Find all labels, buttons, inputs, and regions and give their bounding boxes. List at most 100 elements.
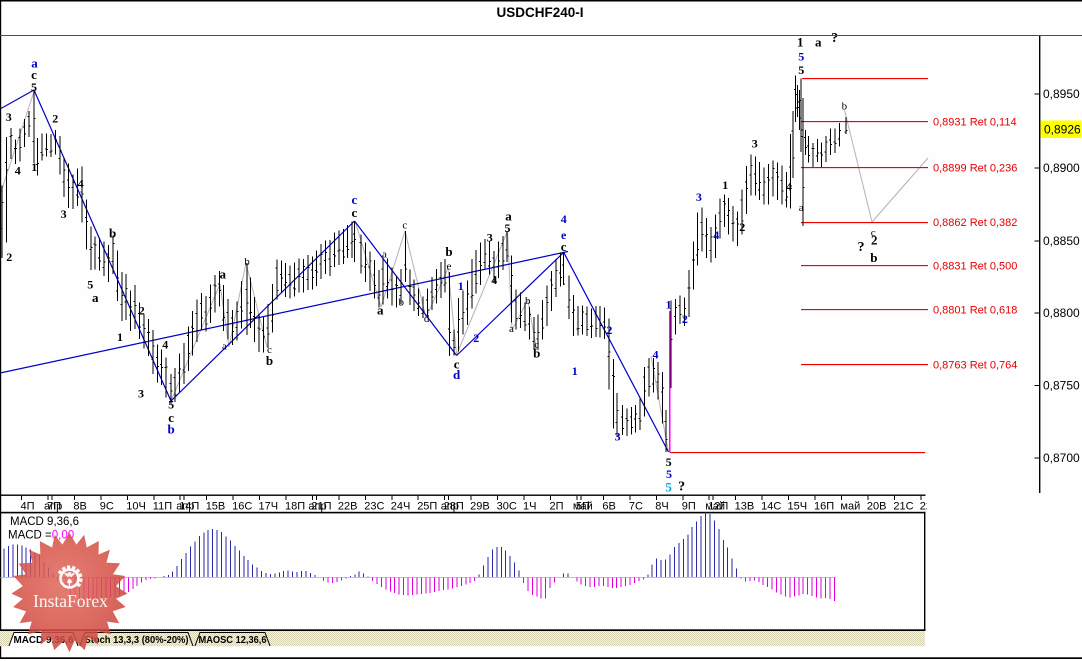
svg-text:c: c	[402, 220, 407, 232]
svg-text:1: 1	[722, 178, 728, 192]
svg-text:28П: 28П	[444, 501, 464, 513]
svg-text:30С: 30С	[497, 501, 517, 513]
svg-text:0,8931 Ret 0,114: 0,8931 Ret 0,114	[933, 117, 1017, 129]
svg-text:1: 1	[117, 330, 123, 344]
svg-text:Stoch 13,3,3 (80%-20%): Stoch 13,3,3 (80%-20%)	[85, 635, 189, 646]
svg-text:4: 4	[491, 273, 497, 287]
svg-text:4: 4	[162, 337, 168, 351]
svg-text:c: c	[31, 67, 37, 82]
svg-text:23С: 23С	[364, 501, 384, 513]
svg-text:7П: 7П	[47, 501, 61, 513]
svg-text:1: 1	[458, 279, 464, 293]
svg-text:0,8800: 0,8800	[1043, 306, 1080, 320]
svg-text:a: a	[222, 341, 227, 353]
svg-text:3: 3	[487, 230, 493, 244]
svg-text:b: b	[167, 422, 174, 437]
svg-text:a: a	[799, 202, 804, 214]
svg-text:25П: 25П	[417, 501, 437, 513]
svg-text:21С: 21С	[893, 501, 913, 513]
svg-text:2: 2	[682, 312, 688, 326]
svg-text:5: 5	[665, 480, 672, 495]
svg-text:9П: 9П	[682, 501, 696, 513]
svg-text:2: 2	[606, 323, 612, 337]
svg-text:2П: 2П	[550, 501, 564, 513]
svg-text:14С: 14С	[761, 501, 781, 513]
svg-text:MAOSC 12,36,6: MAOSC 12,36,6	[199, 635, 267, 646]
svg-text:апр: апр	[308, 501, 326, 513]
svg-text:1: 1	[572, 364, 578, 378]
svg-text:b: b	[445, 244, 452, 259]
svg-text:8В: 8В	[73, 501, 86, 513]
svg-text:16П: 16П	[814, 501, 834, 513]
svg-text:4: 4	[561, 212, 567, 226]
svg-text:12П: 12П	[708, 501, 728, 513]
svg-text:16С: 16С	[232, 501, 252, 513]
svg-text:c: c	[267, 344, 272, 356]
svg-text:22В: 22В	[338, 501, 358, 513]
svg-text:2: 2	[52, 112, 58, 126]
svg-text:1Ч: 1Ч	[523, 501, 536, 513]
svg-text:0,8850: 0,8850	[1043, 234, 1080, 248]
svg-text:2: 2	[139, 304, 145, 318]
svg-text:3: 3	[752, 136, 758, 150]
svg-text:e: e	[447, 261, 452, 273]
svg-text:9С: 9С	[100, 501, 114, 513]
svg-text:май: май	[840, 501, 860, 513]
svg-text:a: a	[382, 249, 387, 261]
svg-text:5: 5	[31, 80, 37, 94]
svg-text:?: ?	[678, 480, 685, 495]
svg-text:4: 4	[78, 176, 84, 190]
svg-text:5П: 5П	[576, 501, 590, 513]
svg-text:3: 3	[6, 110, 12, 124]
svg-text:MACD 9,36,6: MACD 9,36,6	[10, 516, 79, 528]
svg-text:2: 2	[6, 250, 12, 264]
svg-text:0,8831 Ret 0,500: 0,8831 Ret 0,500	[933, 261, 1017, 273]
svg-text:4П: 4П	[21, 501, 35, 513]
svg-text:a: a	[505, 209, 512, 224]
svg-text:1: 1	[666, 298, 672, 312]
svg-text:18П: 18П	[285, 501, 305, 513]
svg-text:май: май	[573, 501, 593, 513]
svg-text:4: 4	[653, 348, 659, 362]
svg-text:0,8926: 0,8926	[1044, 123, 1081, 137]
svg-text:c: c	[561, 239, 567, 254]
svg-text:22Ч: 22Ч	[920, 501, 940, 513]
svg-text:b: b	[525, 295, 531, 307]
svg-text:10Ч: 10Ч	[126, 501, 146, 513]
svg-text:?: ?	[858, 240, 865, 255]
svg-text:USDCHF240-I: USDCHF240-I	[496, 5, 583, 20]
svg-text:InstaForex: InstaForex	[33, 591, 108, 611]
svg-text:14П: 14П	[179, 501, 199, 513]
svg-text:15В: 15В	[206, 501, 226, 513]
svg-text:13В: 13В	[735, 501, 755, 513]
svg-text:b: b	[842, 101, 848, 113]
svg-text:3: 3	[61, 207, 67, 221]
svg-text:3: 3	[696, 190, 702, 204]
svg-text:3: 3	[138, 386, 144, 400]
svg-text:0,8801 Ret 0,618: 0,8801 Ret 0,618	[933, 305, 1017, 317]
svg-text:c: c	[871, 227, 876, 239]
svg-text:21П: 21П	[311, 501, 331, 513]
svg-text:b: b	[870, 250, 877, 265]
svg-text:4: 4	[786, 180, 792, 194]
svg-text:c: c	[352, 205, 358, 220]
svg-text:апр: апр	[176, 501, 194, 513]
svg-text:0,8900: 0,8900	[1043, 161, 1080, 175]
svg-text:5: 5	[87, 278, 93, 292]
svg-text:5: 5	[666, 455, 672, 469]
svg-text:d: d	[424, 313, 430, 325]
svg-text:0,8700: 0,8700	[1043, 451, 1080, 465]
svg-text:29В: 29В	[470, 501, 490, 513]
svg-text:a: a	[377, 303, 384, 318]
svg-text:1: 1	[797, 35, 804, 50]
svg-text:b: b	[109, 226, 116, 241]
svg-text:5: 5	[798, 49, 804, 63]
svg-text:0,8862 Ret 0,382: 0,8862 Ret 0,382	[933, 217, 1017, 229]
svg-text:b: b	[533, 346, 540, 361]
svg-text:?: ?	[831, 31, 838, 46]
svg-text:a: a	[92, 290, 99, 305]
svg-text:6В: 6В	[602, 501, 615, 513]
svg-text:0,8950: 0,8950	[1043, 87, 1080, 101]
svg-text:8Ч: 8Ч	[655, 501, 668, 513]
svg-text:20В: 20В	[867, 501, 887, 513]
